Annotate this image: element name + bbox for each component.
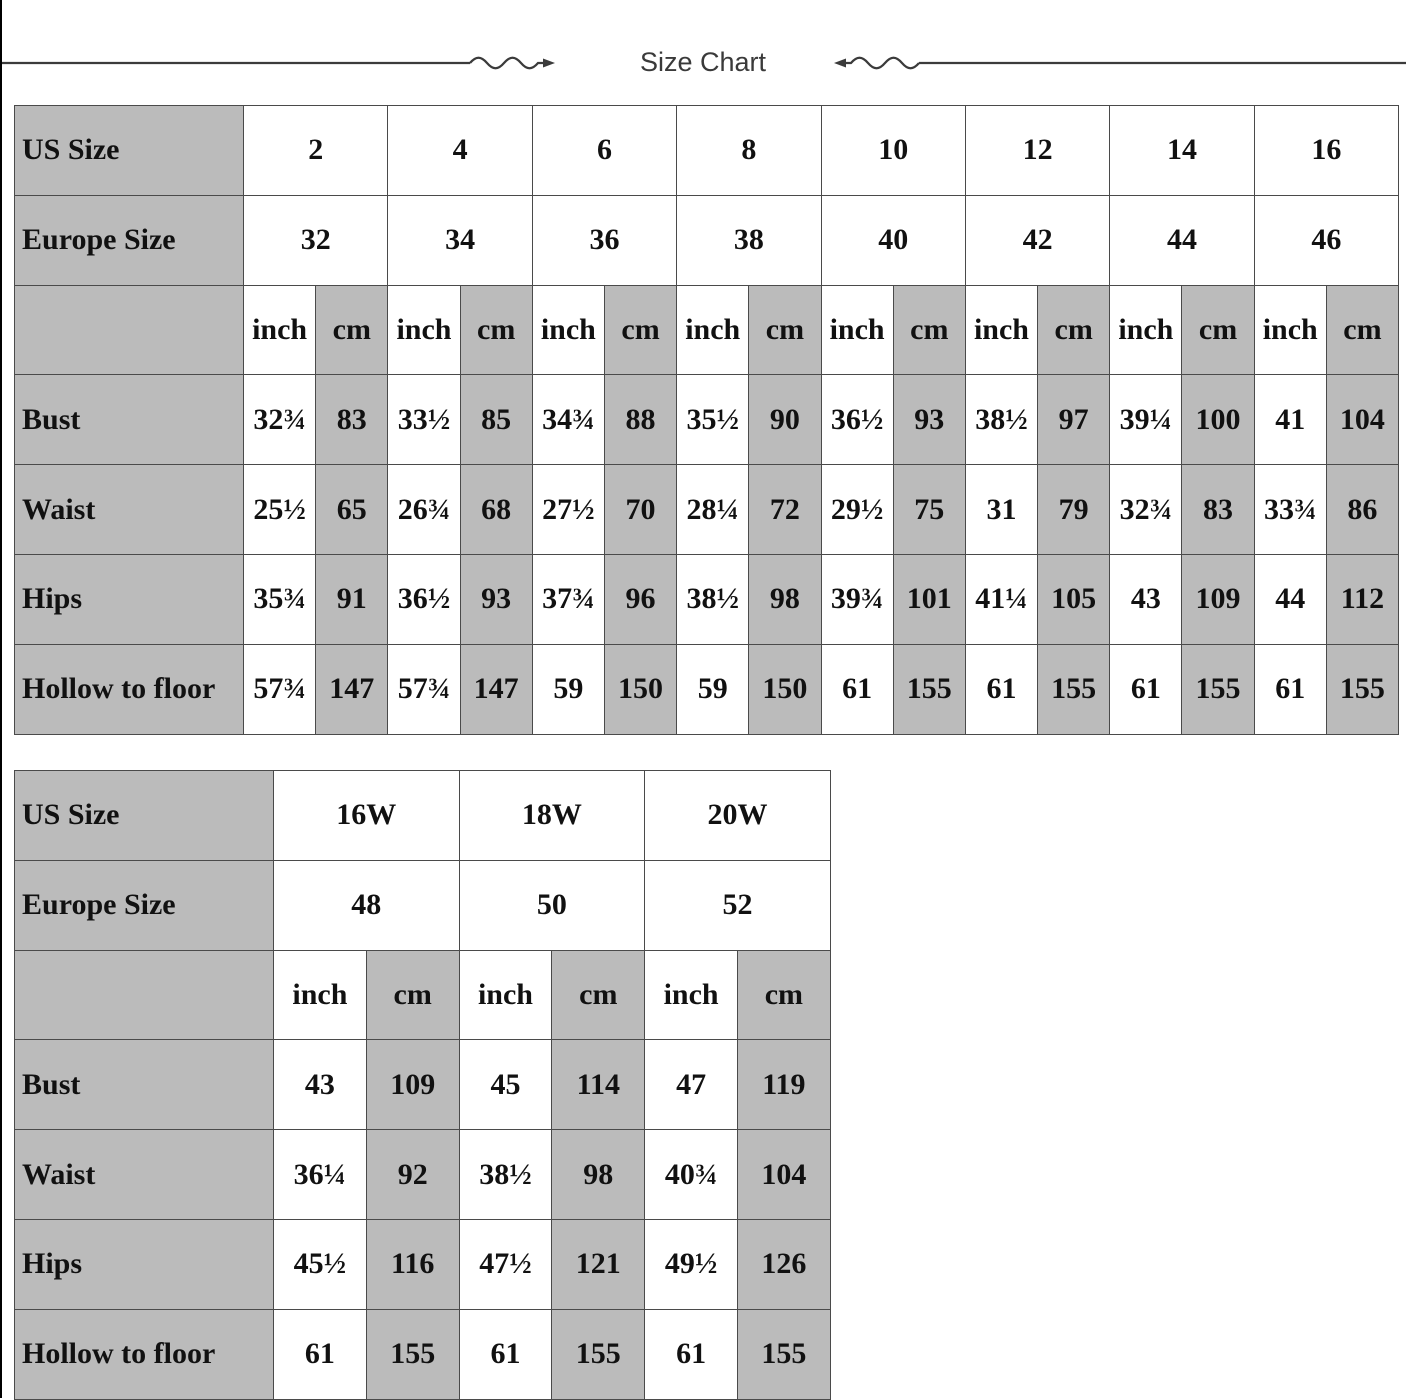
svg-text:Size Chart: Size Chart	[640, 47, 767, 77]
